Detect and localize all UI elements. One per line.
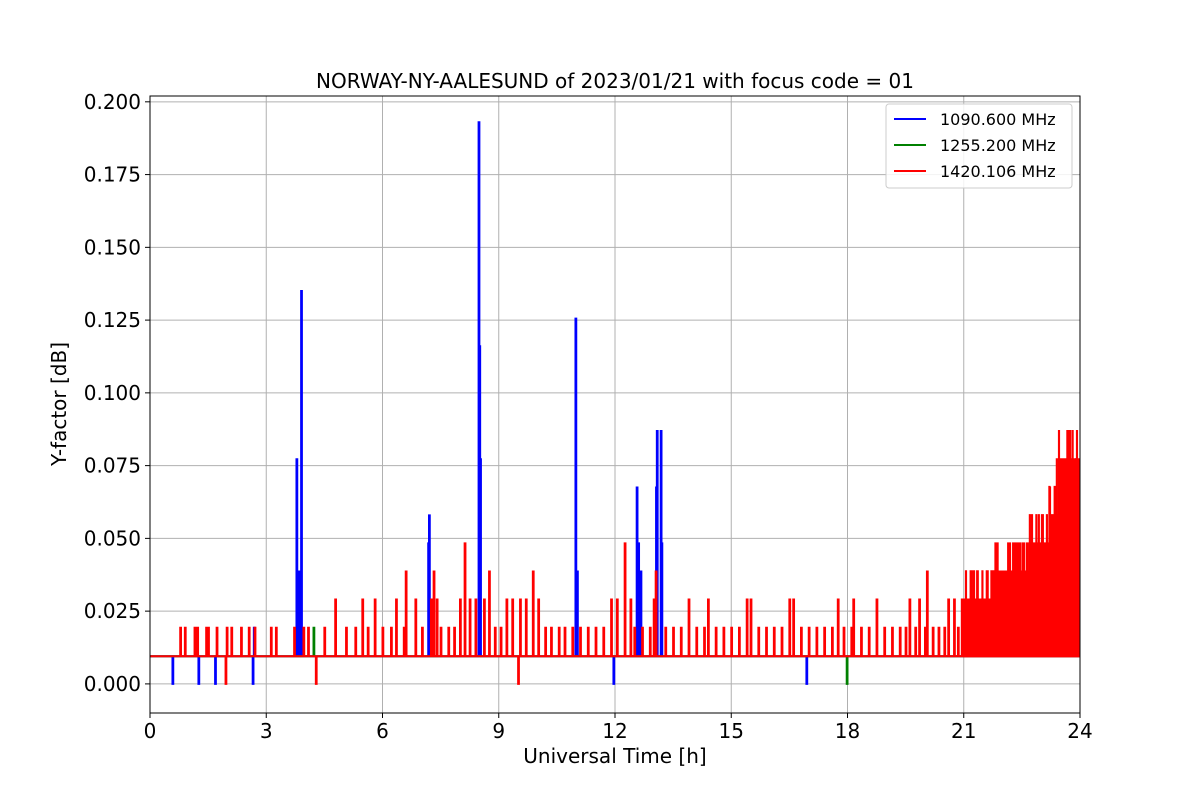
- legend: 1090.600 MHz 1255.200 MHz 1420.106 MHz: [885, 103, 1073, 189]
- series-lines: [150, 121, 1080, 685]
- y-axis-label: Y-factor [dB]: [47, 342, 71, 467]
- x-tick-label: 18: [835, 719, 860, 743]
- y-tick-label: 0.100: [84, 381, 141, 405]
- x-tick-label: 24: [1067, 719, 1092, 743]
- y-tick-labels: 0.000 0.025 0.050 0.075 0.100 0.125 0.150 0.175…: [84, 90, 141, 696]
- x-tick-label: 3: [260, 719, 273, 743]
- y-tick-label: 0.050: [84, 526, 141, 550]
- series-line-1420: [150, 542, 1080, 685]
- legend-label-1090: 1090.600 MHz: [940, 110, 1056, 129]
- x-tick-label: 0: [144, 719, 157, 743]
- y-tick-label: 0.175: [84, 163, 141, 187]
- y-tick-label: 0.025: [84, 599, 141, 623]
- x-tick-label: 15: [719, 719, 744, 743]
- plot-area: [150, 121, 1080, 685]
- chart-title: NORWAY-NY-AALESUND of 2023/01/21 with fo…: [316, 69, 914, 93]
- y-tick-label: 0.125: [84, 308, 141, 332]
- series-dense-tail-1420: [962, 429, 1080, 658]
- x-tick-label: 9: [492, 719, 505, 743]
- plot-frame: [149, 95, 1081, 714]
- y-tick-label: 0.200: [84, 90, 141, 114]
- x-tick-label: 21: [951, 719, 976, 743]
- x-axis-label: Universal Time [h]: [523, 744, 706, 768]
- x-tick-label: 12: [602, 719, 627, 743]
- y-tick-label: 0.000: [84, 672, 141, 696]
- legend-box: [885, 103, 1073, 189]
- x-tick-label: 6: [376, 719, 389, 743]
- legend-label-1420: 1420.106 MHz: [940, 162, 1056, 181]
- legend-label-1255: 1255.200 MHz: [940, 136, 1056, 155]
- y-tick-label: 0.075: [84, 454, 141, 478]
- tick-marks: [145, 101, 1081, 718]
- y-tick-label: 0.150: [84, 235, 141, 259]
- x-tick-labels: 0 3 6 9 12 15 18 21 24: [144, 719, 1093, 743]
